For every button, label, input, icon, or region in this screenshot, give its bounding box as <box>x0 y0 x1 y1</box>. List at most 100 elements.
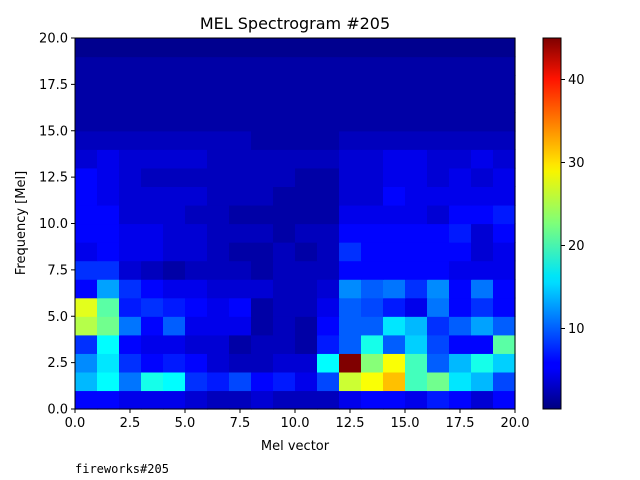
heatmap-cell <box>97 149 120 169</box>
heatmap-cell <box>493 353 516 373</box>
heatmap-cell <box>295 186 318 206</box>
heatmap-cell <box>383 223 406 243</box>
heatmap-cell <box>427 390 450 410</box>
heatmap-cell <box>119 223 142 243</box>
heatmap-cell <box>493 297 516 317</box>
heatmap-cell <box>361 204 384 225</box>
heatmap-cell <box>185 279 208 299</box>
heatmap-cell <box>449 390 472 410</box>
heatmap-cell <box>471 334 494 354</box>
heatmap-cell <box>141 260 164 280</box>
heatmap-cell <box>383 38 406 58</box>
heatmap-cell <box>449 260 472 280</box>
heatmap-cell <box>207 260 230 280</box>
heatmap-cell <box>273 38 296 58</box>
heatmap-cell <box>141 75 164 95</box>
heatmap-cell <box>339 204 362 225</box>
heatmap-cell <box>141 204 164 225</box>
heatmap-cell <box>339 242 362 262</box>
heatmap-cell <box>405 38 428 58</box>
y-tick-label: 0.0 <box>47 403 68 418</box>
heatmap-cell <box>493 223 516 243</box>
heatmap-cell <box>493 260 516 280</box>
heatmap-cell <box>383 353 406 373</box>
heatmap-cell <box>75 130 98 150</box>
heatmap-cell <box>207 390 230 410</box>
heatmap-cell <box>339 38 362 58</box>
heatmap-cell <box>339 149 362 169</box>
heatmap-cell <box>493 334 516 354</box>
heatmap-cell <box>163 334 186 354</box>
heatmap-cell <box>361 297 384 317</box>
heatmap-cell <box>295 242 318 262</box>
heatmap-cell <box>471 75 494 95</box>
heatmap-cell <box>273 149 296 169</box>
heatmap-cell <box>97 167 120 187</box>
caption-label: fireworks#205 <box>75 462 169 476</box>
heatmap-cell <box>97 316 120 336</box>
heatmap-cell <box>317 149 340 169</box>
heatmap-cell <box>163 93 186 113</box>
heatmap-cell <box>317 186 340 206</box>
heatmap-cell <box>229 167 252 187</box>
heatmap-cell <box>295 149 318 169</box>
heatmap-cell <box>273 242 296 262</box>
heatmap-cell <box>141 390 164 410</box>
heatmap-cell <box>493 204 516 225</box>
heatmap-cell <box>119 56 142 76</box>
heatmap-cell <box>339 279 362 299</box>
heatmap-cell <box>273 204 296 225</box>
heatmap-cell <box>383 279 406 299</box>
heatmap-cell <box>295 130 318 150</box>
heatmap-cell <box>207 167 230 187</box>
heatmap-cell <box>449 334 472 354</box>
heatmap-cell <box>185 56 208 76</box>
heatmap-cell <box>427 112 450 132</box>
heatmap-cell <box>493 390 516 410</box>
heatmap-cell <box>449 371 472 392</box>
heatmap-cell <box>273 316 296 336</box>
heatmap-cell <box>229 112 252 132</box>
heatmap-cell <box>229 316 252 336</box>
heatmap-cell <box>229 204 252 225</box>
heatmap-cell <box>471 38 494 58</box>
heatmap-cell <box>163 223 186 243</box>
heatmap-cell <box>75 167 98 187</box>
heatmap-cell <box>119 260 142 280</box>
heatmap-cell <box>449 93 472 113</box>
heatmap-cell <box>273 260 296 280</box>
heatmap-cell <box>273 279 296 299</box>
heatmap-cell <box>251 112 274 132</box>
heatmap-cell <box>317 316 340 336</box>
heatmap-cell <box>97 112 120 132</box>
heatmap-cell <box>449 186 472 206</box>
heatmap-cell <box>207 56 230 76</box>
heatmap-cell <box>163 75 186 95</box>
heatmap-cell <box>339 56 362 76</box>
y-axis: 0.0 2.5 5.0 7.5 10.0 12.5 15.0 17.5 20.0 <box>39 32 75 418</box>
heatmap-cell <box>229 186 252 206</box>
heatmap-cell <box>449 242 472 262</box>
heatmap-cell <box>427 130 450 150</box>
heatmap-cell <box>251 149 274 169</box>
heatmap-cell <box>229 334 252 354</box>
heatmap-cell <box>229 353 252 373</box>
heatmap-cell <box>493 38 516 58</box>
heatmap-cell <box>207 316 230 336</box>
heatmap-cell <box>141 353 164 373</box>
heatmap-cell <box>339 260 362 280</box>
heatmap-cell <box>339 223 362 243</box>
heatmap-cell <box>361 93 384 113</box>
heatmap-cell <box>97 223 120 243</box>
heatmap-cell <box>163 279 186 299</box>
heatmap-cell <box>185 242 208 262</box>
heatmap-cell <box>317 279 340 299</box>
heatmap-cell <box>185 390 208 410</box>
y-tick-label: 7.5 <box>47 263 68 278</box>
heatmap-cell <box>361 316 384 336</box>
heatmap-cell <box>207 334 230 354</box>
heatmap-cell <box>295 371 318 392</box>
heatmap-cell <box>141 297 164 317</box>
heatmap-cell <box>251 204 274 225</box>
heatmap-cell <box>163 204 186 225</box>
